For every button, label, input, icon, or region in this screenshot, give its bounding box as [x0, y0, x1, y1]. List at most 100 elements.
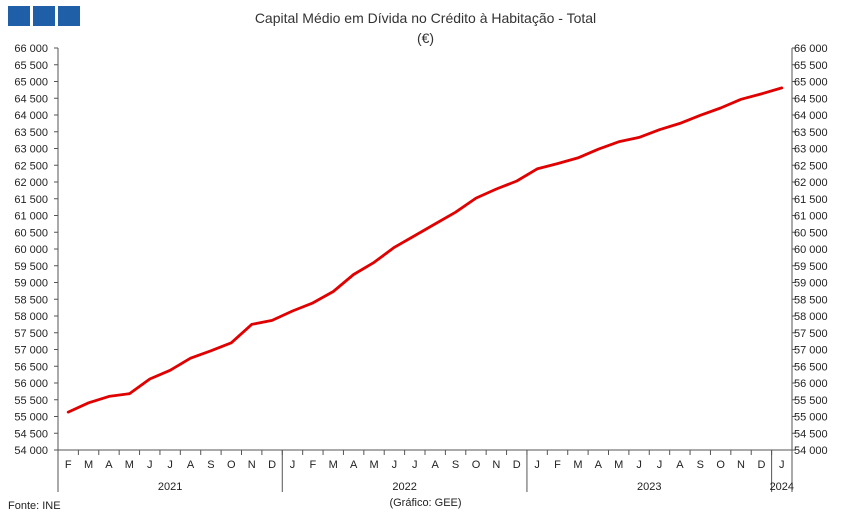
y-tick-label-left: 65 000	[14, 77, 48, 89]
source-note: Fonte: INE	[8, 500, 61, 512]
y-tick-label-right: 66 000	[794, 43, 828, 55]
x-tick-label: M	[125, 459, 134, 471]
x-tick-label: J	[412, 459, 418, 471]
y-tick-label-left: 56 000	[14, 378, 48, 390]
y-tick-label-right: 56 000	[794, 378, 828, 390]
y-tick-label-right: 59 500	[794, 261, 828, 273]
x-tick-label: D	[513, 459, 521, 471]
x-tick-label: J	[779, 459, 785, 471]
brand-logo-icon	[8, 6, 80, 26]
y-tick-label-left: 54 500	[14, 428, 48, 440]
chart-subtitle: (€)	[416, 30, 435, 46]
y-tick-label-left: 57 000	[14, 345, 48, 357]
y-tick-label-right: 61 000	[794, 211, 828, 223]
x-tick-label: A	[350, 459, 358, 471]
x-tick-label: S	[207, 459, 214, 471]
y-tick-label-left: 57 500	[14, 328, 48, 340]
y-tick-label-left: 61 500	[14, 194, 48, 206]
x-tick-label: S	[697, 459, 704, 471]
y-tick-label-right: 54 500	[794, 428, 828, 440]
y-tick-label-right: 57 000	[794, 345, 828, 357]
x-tick-label: F	[554, 459, 561, 471]
y-tick-label-left: 60 500	[14, 227, 48, 239]
y-tick-label-left: 61 000	[14, 211, 48, 223]
y-tick-label-right: 61 500	[794, 194, 828, 206]
x-tick-label: D	[268, 459, 276, 471]
x-tick-label: N	[737, 459, 745, 471]
y-tick-label-right: 60 000	[794, 244, 828, 256]
y-tick-label-right: 54 000	[794, 445, 828, 457]
logo-square	[33, 6, 55, 26]
y-tick-label-left: 54 000	[14, 445, 48, 457]
y-tick-label-left: 63 000	[14, 144, 48, 156]
x-tick-label: J	[290, 459, 296, 471]
x-tick-label: A	[105, 459, 113, 471]
y-tick-label-right: 65 000	[794, 77, 828, 89]
x-tick-label: O	[472, 459, 481, 471]
x-tick-label: S	[452, 459, 459, 471]
y-tick-label-right: 57 500	[794, 328, 828, 340]
y-tick-label-right: 59 000	[794, 278, 828, 290]
x-tick-label: O	[227, 459, 236, 471]
logo-square	[8, 6, 30, 26]
x-tick-label: J	[147, 459, 153, 471]
x-tick-label: J	[534, 459, 540, 471]
x-tick-label: A	[187, 459, 195, 471]
y-tick-label-right: 55 500	[794, 395, 828, 407]
y-tick-label-right: 65 500	[794, 60, 828, 72]
y-tick-label-right: 60 500	[794, 227, 828, 239]
x-tick-label: F	[309, 459, 316, 471]
y-tick-label-right: 55 000	[794, 412, 828, 424]
year-label: 2022	[392, 481, 416, 493]
x-tick-label: N	[492, 459, 500, 471]
y-tick-label-right: 63 500	[794, 127, 828, 139]
y-tick-label-right: 62 000	[794, 177, 828, 189]
x-tick-label: M	[369, 459, 378, 471]
logo-square	[58, 6, 80, 26]
chart-title: Capital Médio em Dívida no Crédito à Hab…	[254, 10, 597, 26]
y-tick-label-left: 65 500	[14, 60, 48, 72]
y-tick-label-left: 55 000	[14, 412, 48, 424]
y-tick-label-left: 59 500	[14, 261, 48, 273]
y-tick-label-right: 63 000	[794, 144, 828, 156]
y-tick-label-right: 56 500	[794, 361, 828, 373]
y-tick-label-left: 64 000	[14, 110, 48, 122]
x-tick-label: D	[757, 459, 765, 471]
y-tick-label-right: 64 500	[794, 93, 828, 105]
year-label: 2023	[637, 481, 661, 493]
x-tick-label: F	[65, 459, 72, 471]
series-line	[66, 86, 784, 414]
x-tick-label: J	[392, 459, 398, 471]
y-tick-label-left: 58 500	[14, 294, 48, 306]
x-tick-label: A	[676, 459, 684, 471]
x-tick-label: J	[167, 459, 173, 471]
x-tick-label: M	[329, 459, 338, 471]
y-tick-label-right: 58 500	[794, 294, 828, 306]
y-tick-label-left: 64 500	[14, 93, 48, 105]
y-tick-label-left: 62 500	[14, 160, 48, 172]
x-tick-label: A	[432, 459, 440, 471]
graph-credit: (Gráfico: GEE)	[389, 497, 462, 509]
y-tick-label-right: 62 500	[794, 160, 828, 172]
x-tick-label: M	[573, 459, 582, 471]
y-tick-label-left: 59 000	[14, 278, 48, 290]
y-tick-label-left: 58 000	[14, 311, 48, 323]
y-tick-label-left: 56 500	[14, 361, 48, 373]
x-tick-label: J	[657, 459, 663, 471]
year-label: 2024	[770, 481, 794, 493]
x-tick-label: N	[248, 459, 256, 471]
y-tick-label-left: 60 000	[14, 244, 48, 256]
y-tick-label-left: 66 000	[14, 43, 48, 55]
y-tick-label-left: 63 500	[14, 127, 48, 139]
x-tick-label: A	[595, 459, 603, 471]
y-tick-label-right: 58 000	[794, 311, 828, 323]
x-tick-label: M	[614, 459, 623, 471]
x-tick-label: J	[636, 459, 642, 471]
x-tick-label: O	[716, 459, 725, 471]
y-tick-label-left: 62 000	[14, 177, 48, 189]
year-label: 2021	[158, 481, 182, 493]
y-tick-label-right: 64 000	[794, 110, 828, 122]
y-tick-label-left: 55 500	[14, 395, 48, 407]
x-tick-label: M	[84, 459, 93, 471]
